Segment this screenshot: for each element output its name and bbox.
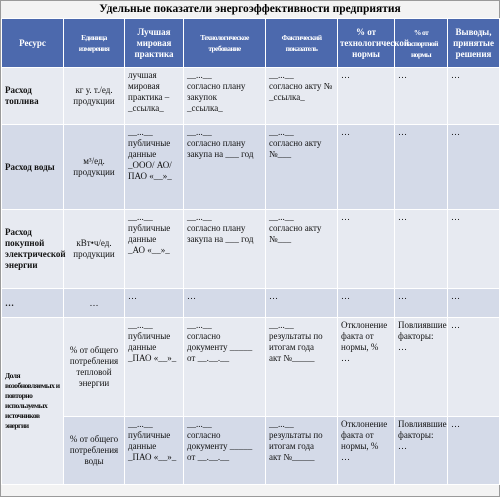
cell-resource: Расход топлива (1, 67, 64, 125)
cell-pct-tech: Отклонение факта от нормы, % … (337, 317, 395, 417)
cell-pct-passport: … (394, 67, 448, 125)
cell-pct-passport: … (394, 209, 448, 289)
header-best-practice: Лучшая мировая практика (124, 18, 184, 68)
cell-conclusions: … (447, 124, 500, 210)
cell-conclusions: … (447, 209, 500, 289)
cell-actual-value: __...__ согласно акту №___ (265, 124, 338, 210)
cell-pct-tech: … (337, 124, 395, 210)
header-tech-requirement: Технологическое требование (183, 18, 266, 68)
cell-best-practice: … (124, 288, 184, 318)
cell-resource: … (1, 288, 64, 318)
header-resource: Ресурс (1, 18, 64, 68)
cell-unit: % от общего потребления воды (63, 416, 125, 485)
header-actual-value: Фактический показатель (265, 18, 338, 68)
energy-efficiency-table: Ресурс Единица измерения Лучшая мировая … (1, 18, 500, 485)
cell-best-practice: __...__ публичные данные _ПАО «__»_ (124, 416, 184, 485)
cell-pct-passport: … (394, 124, 448, 210)
cell-tech-requirement: __...__ согласно документу _____ от __._… (183, 317, 266, 417)
cell-tech-requirement: __...__ согласно плану закупа на ___ год (183, 124, 266, 210)
cell-unit: м³/ед. продукции (63, 124, 125, 210)
table-title: Удельные показатели энергоэффективности … (99, 3, 401, 15)
cell-pct-tech: … (337, 288, 395, 318)
cell-best-practice: лучшая мировая практика – _ссылка_ (124, 67, 184, 125)
cell-actual-value: … (265, 288, 338, 318)
cell-conclusions: … (447, 416, 500, 485)
cell-resource: Расход воды (1, 124, 64, 210)
cell-tech-requirement: … (183, 288, 266, 318)
cell-actual-value: __...__ согласно акту № _ссылка_ (265, 67, 338, 125)
cell-unit: кг у. т./ед. продукции (63, 67, 125, 125)
cell-pct-tech: Отклонение факта от нормы, % … (337, 416, 395, 485)
cell-pct-tech: … (337, 209, 395, 289)
cell-actual-value: __...__ результаты по итогам года акт №_… (265, 416, 338, 485)
table-row: Расход покупной электрической энергии кВ… (1, 209, 500, 289)
cell-unit: % от общего потребления тепловой энергии (63, 317, 125, 417)
cell-conclusions: … (447, 67, 500, 125)
cell-pct-passport: Повлиявшие факторы: … (394, 317, 448, 417)
header-pct-tech: % от технологической нормы (337, 18, 409, 68)
header-row: Ресурс Единица измерения Лучшая мировая … (1, 18, 500, 68)
cell-best-practice: __...__ публичные данные _ПАО «__»_ (124, 317, 184, 417)
header-unit: Единица измерения (63, 18, 125, 68)
cell-pct-passport: … (394, 288, 448, 318)
table-row: … … … … … … … … (1, 288, 500, 318)
table-row: Доля возобновляемых и повторно используе… (1, 317, 500, 485)
cell-pct-tech: … (337, 67, 395, 125)
cell-conclusions: … (447, 288, 500, 318)
cell-resource: Расход покупной электрической энергии (1, 209, 66, 289)
cell-tech-requirement: __...__ согласно плану закупок _ссылка_ (183, 67, 266, 125)
table-row: Расход топлива кг у. т./ед. продукции лу… (1, 67, 500, 125)
header-conclusions: Выводы, принятые решения (447, 18, 500, 68)
cell-pct-passport: Повлиявшие факторы: … (394, 416, 448, 485)
cell-best-practice: __...__ публичные данные _АО «__»_ (124, 209, 184, 289)
cell-actual-value: __...__ результаты по итогам года акт №_… (265, 317, 338, 417)
cell-conclusions: … (447, 317, 500, 417)
cell-unit: … (63, 288, 125, 318)
cell-unit: кВт•ч/ед. продукции (63, 209, 125, 289)
header-pct-passport: % от паспортной нормы (394, 18, 448, 68)
cell-actual-value: __...__ согласно акту №___ (265, 209, 338, 289)
table-row: % от общего потребления воды __...__ пуб… (2, 416, 500, 485)
cell-best-practice: __...__ публичные данные _ООО/ АО/ ПАО «… (124, 124, 184, 210)
table-row: Расход воды м³/ед. продукции __...__ пуб… (1, 124, 500, 210)
cell-tech-requirement: __...__ согласно плану закупа на ___ год (183, 209, 266, 289)
cell-resource: Доля возобновляемых и повторно используе… (1, 317, 64, 485)
cell-tech-requirement: __...__ согласно документу _____ от __._… (183, 416, 266, 485)
